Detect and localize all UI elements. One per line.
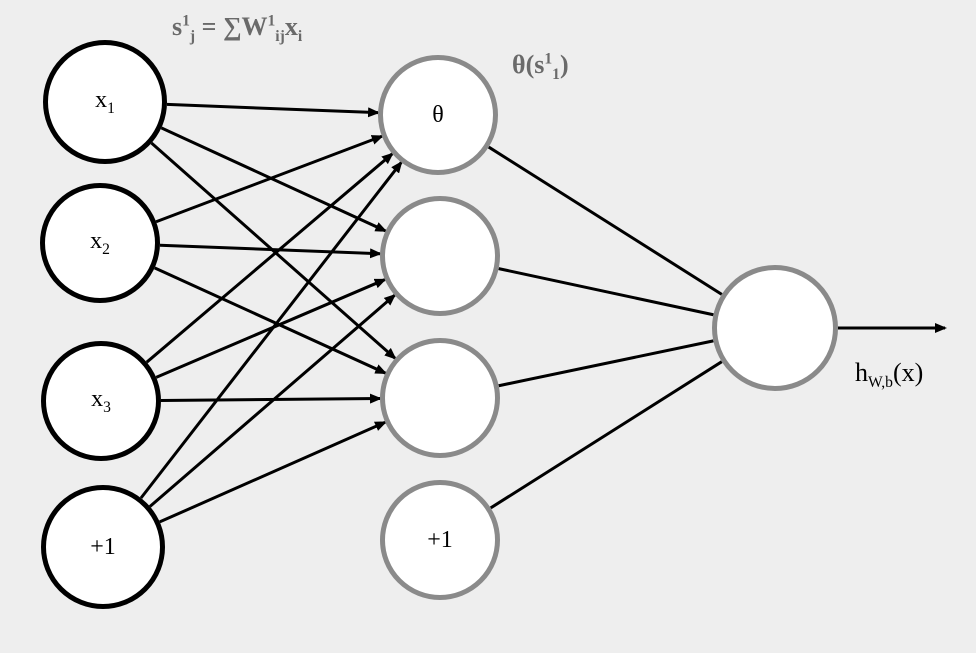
input-node-x3: x3 [41, 341, 161, 461]
annotation-output-fn: hW,b(x) [855, 358, 923, 392]
node-label: +1 [427, 527, 453, 554]
annotation-activation: θ(s11) [512, 50, 569, 84]
node-label: x2 [90, 228, 110, 259]
node-label: +1 [90, 534, 116, 561]
hidden-node-2 [380, 196, 500, 316]
input-node-x1: x1 [43, 40, 167, 164]
hidden-node-3 [380, 338, 500, 458]
node-label: θ [432, 102, 444, 129]
input-node-x2: x2 [40, 183, 160, 303]
annotation-weighted-sum: s1j = ∑W1ijxi [172, 12, 302, 46]
node-label: x1 [95, 87, 115, 118]
hidden-node-bias: +1 [380, 480, 500, 600]
node-label: x3 [91, 386, 111, 417]
input-node-bias: +1 [41, 485, 165, 609]
hidden-node-1: θ [378, 55, 498, 175]
output-node [712, 265, 838, 391]
